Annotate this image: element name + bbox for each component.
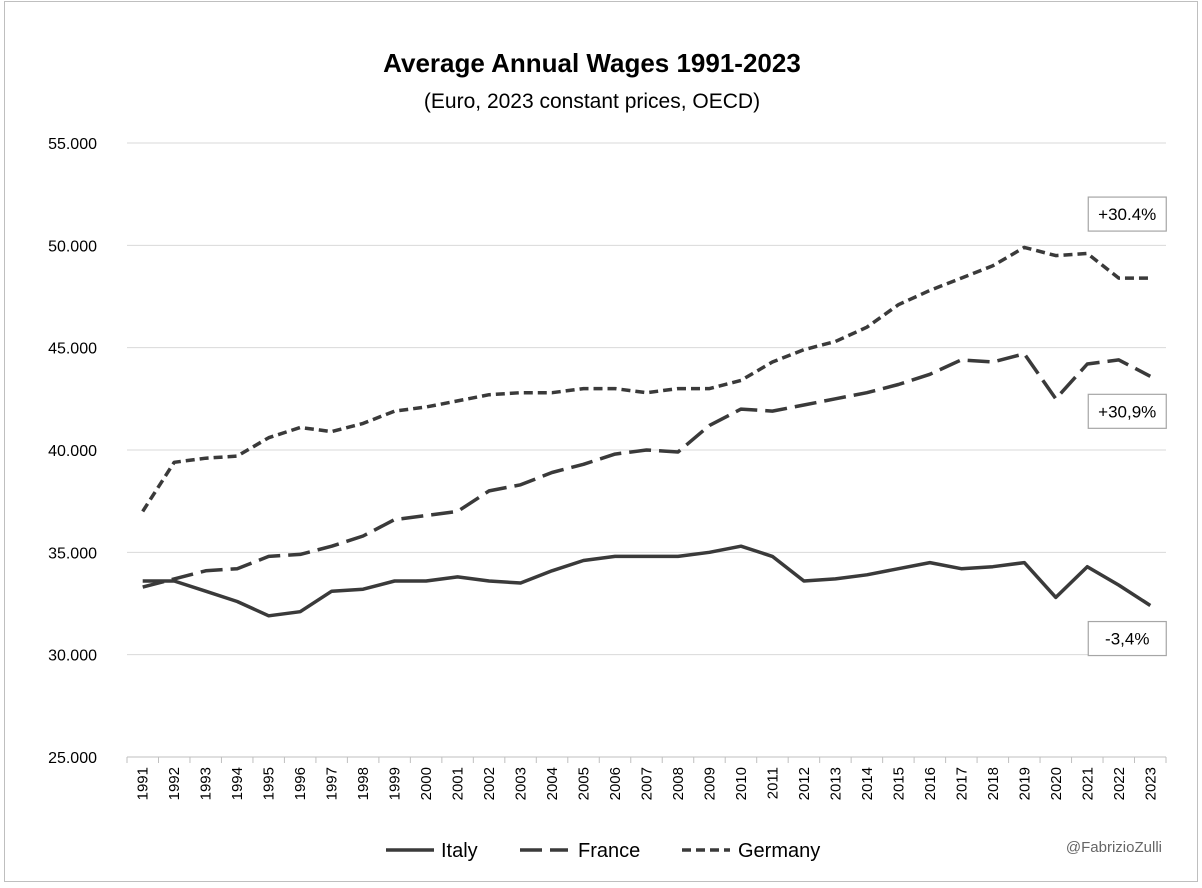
x-tick-label: 2002 <box>481 767 498 800</box>
x-tick-label: 2003 <box>513 767 530 800</box>
x-axis-ticks: 1991 1992 1993 1994 1995 1996 1997 1998 1999 2000… <box>126 756 1167 800</box>
series-lines <box>141 245 1152 618</box>
x-tick-label: 2011 <box>764 767 781 799</box>
x-tick-label: 2020 <box>1048 767 1065 800</box>
x-tick-label: 2012 <box>796 767 813 800</box>
x-tick-label: 2021 <box>1079 767 1096 800</box>
y-tick-label: 45.000 <box>48 341 97 358</box>
x-tick-label: 2004 <box>544 767 561 800</box>
y-tick-label: 55.000 <box>48 136 97 153</box>
y-tick-label: 35.000 <box>48 545 97 562</box>
x-tick-label: 2008 <box>670 767 687 800</box>
chart-title: Average Annual Wages 1991-2023 <box>383 48 801 78</box>
x-tick-label: 2022 <box>1111 767 1128 800</box>
y-tick-label: 40.000 <box>48 443 97 460</box>
x-tick-label: 1993 <box>198 767 215 800</box>
y-axis-ticks: 25.000 30.000 35.000 40.000 45.000 50.000 55.0… <box>48 136 97 767</box>
series-line-italy <box>142 544 1152 618</box>
x-tick-label: 2007 <box>639 767 656 800</box>
legend-label-france: France <box>578 840 640 862</box>
legend-label-germany: Germany <box>738 840 820 862</box>
series-line-france <box>142 352 1152 589</box>
x-tick-label: 2009 <box>701 767 718 800</box>
y-tick-label: 50.000 <box>48 238 97 255</box>
annotation-box-italy <box>1087 620 1167 657</box>
x-tick-label: 2013 <box>827 767 844 800</box>
x-tick-label: 2006 <box>607 767 624 800</box>
annotation-label-france: +30,9% <box>1098 402 1156 421</box>
x-tick-label: 2014 <box>859 767 876 800</box>
legend: Italy France Germany <box>386 840 820 862</box>
x-tick-label: 1992 <box>166 767 183 800</box>
x-tick-label: 1999 <box>387 767 404 800</box>
x-tick-label: 1997 <box>324 767 341 800</box>
credit-text: @FabrizioZulli <box>1066 839 1162 856</box>
series-line-germany <box>141 245 1151 513</box>
x-tick-label: 2018 <box>985 767 1002 800</box>
x-tick-label: 1998 <box>355 767 372 800</box>
x-tick-label: 2010 <box>733 767 750 800</box>
annotation-box-germany <box>1087 196 1167 232</box>
annotation-box-france <box>1087 393 1167 429</box>
x-tick-label: 2000 <box>418 767 435 800</box>
x-tick-label: 1996 <box>292 767 309 800</box>
x-tick-label: 1991 <box>135 767 152 800</box>
annotations: +30.4% +30,9% -3,4% <box>1087 196 1167 657</box>
x-tick-label: 2001 <box>450 767 467 800</box>
y-tick-label: 25.000 <box>48 750 97 767</box>
x-tick-label: 2019 <box>1016 767 1033 800</box>
chart-subtitle: (Euro, 2023 constant prices, OECD) <box>424 90 760 113</box>
x-tick-label: 2015 <box>890 767 907 800</box>
annotation-label-germany: +30.4% <box>1098 205 1156 224</box>
x-tick-label: 2023 <box>1142 767 1159 800</box>
chart-border <box>4 1 1198 882</box>
annotation-label-italy: -3,4% <box>1105 630 1149 649</box>
x-tick-label: 2005 <box>576 767 593 800</box>
legend-label-italy: Italy <box>441 840 478 862</box>
x-tick-label: 1994 <box>229 767 246 800</box>
x-tick-label: 2016 <box>922 767 939 800</box>
x-tick-label: 1995 <box>261 767 278 800</box>
x-tick-label: 2017 <box>953 767 970 800</box>
y-tick-label: 30.000 <box>48 648 97 665</box>
